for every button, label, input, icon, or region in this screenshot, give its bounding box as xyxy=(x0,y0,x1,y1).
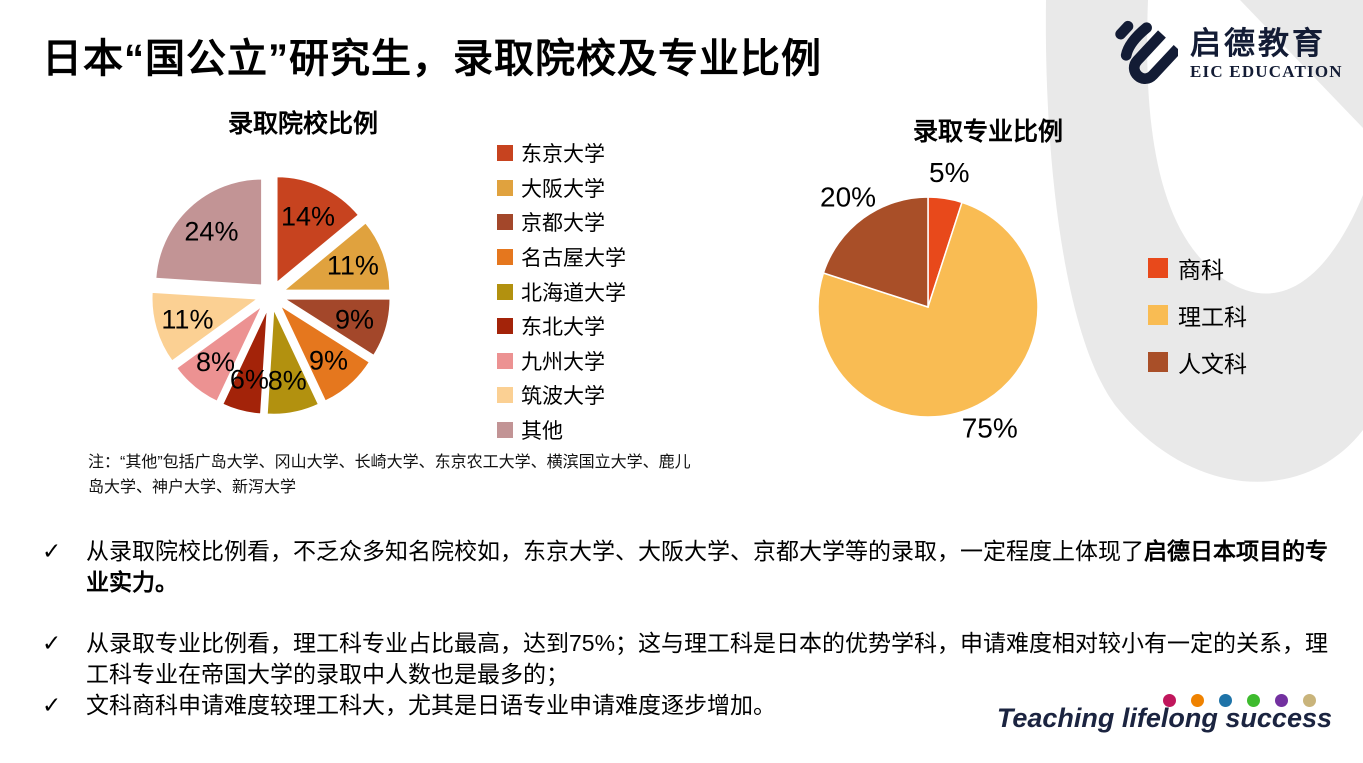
brand-dot xyxy=(1219,694,1232,707)
legend-label: 商科 xyxy=(1178,256,1224,283)
pie-slice-东北大学 xyxy=(220,307,269,416)
pie-value-label: 5% xyxy=(929,157,969,188)
brand-dot xyxy=(1275,694,1288,707)
pie-value-label: 11% xyxy=(161,304,213,334)
legend-item-人文科: 人文科 xyxy=(1148,338,1247,385)
legend-swatch xyxy=(497,214,513,231)
bullet-item: ✓ 从录取院校比例看，不乏众多知名院校如，东京大学、大阪大学、京都大学等的录取，一… xyxy=(42,536,1344,598)
bullet-text: 文科商科申请难度较理工科大，尤其是日语专业申请难度逐步增加。 xyxy=(86,692,776,718)
legend-item-东京大学: 东京大学 xyxy=(497,136,626,171)
legend-label: 京都大学 xyxy=(521,212,605,236)
legend-swatch xyxy=(1148,257,1168,278)
slide-title: 日本“国公立”研究生，录取院校及专业比例 xyxy=(42,37,822,81)
legend-item-大阪大学: 大阪大学 xyxy=(497,171,626,206)
legend-swatch xyxy=(497,387,513,404)
pie-slice-理工科 xyxy=(817,201,1039,418)
legend-label: 其他 xyxy=(521,420,563,444)
pie-value-label: 11% xyxy=(327,251,379,281)
brand-dot xyxy=(1163,694,1176,707)
eic-logo: 启德教育 EIC EDUCATION xyxy=(1106,16,1343,92)
legend-item-北海道大学: 北海道大学 xyxy=(497,274,626,309)
pie-value-label: 9% xyxy=(335,304,374,334)
legend-swatch xyxy=(497,145,513,162)
right-chart-title: 录取专业比例 xyxy=(912,118,1063,146)
pie-value-label: 6% xyxy=(230,364,269,394)
brand-dot xyxy=(1247,694,1260,707)
brand-dots xyxy=(1163,694,1316,707)
legend-swatch xyxy=(497,352,513,369)
brand-dot xyxy=(1191,694,1204,707)
legend-label: 北海道大学 xyxy=(521,281,626,305)
checkmark-icon: ✓ xyxy=(42,692,62,718)
legend-swatch xyxy=(497,422,513,439)
legend-label: 九州大学 xyxy=(521,350,605,374)
legend-item-东北大学: 东北大学 xyxy=(497,309,626,344)
pie-slice-九州大学 xyxy=(174,304,264,404)
pie-slice-京都大学 xyxy=(280,297,392,358)
admitted-schools-legend: 东京大学大阪大学京都大学名古屋大学北海道大学东北大学九州大学筑波大学其他 xyxy=(497,136,626,447)
logo-name-en: EIC EDUCATION xyxy=(1190,61,1343,81)
legend-label: 筑波大学 xyxy=(521,385,605,409)
checkmark-icon: ✓ xyxy=(42,630,62,656)
legend-swatch xyxy=(497,283,513,300)
pie-value-label: 20% xyxy=(820,181,876,212)
eic-logo-icon xyxy=(1115,20,1178,84)
legend-item-其他: 其他 xyxy=(497,413,626,448)
legend-swatch xyxy=(497,318,513,335)
legend-swatch xyxy=(1148,351,1168,372)
bullet-item: ✓ 从录取专业比例看，理工科专业占比最高，达到75%；这与理工科是日本的优势学科，… xyxy=(42,628,1344,690)
pie-slice-人文科 xyxy=(822,196,929,309)
legend-item-筑波大学: 筑波大学 xyxy=(497,378,626,413)
legend-label: 人文科 xyxy=(1178,350,1247,377)
legend-label: 东京大学 xyxy=(521,143,605,167)
legend-item-九州大学: 九州大学 xyxy=(497,344,626,379)
pie-slice-大阪大学 xyxy=(280,220,392,292)
bullet-list: ✓ 从录取院校比例看，不乏众多知名院校如，东京大学、大阪大学、京都大学等的录取，一… xyxy=(42,536,1344,721)
pie-slice-筑波大学 xyxy=(150,290,262,363)
admitted-majors-pie-chart: 5% 75% 20% xyxy=(817,157,1039,444)
legend-swatch xyxy=(1148,304,1168,325)
eic-logo-text: 启德教育 EIC EDUCATION xyxy=(1190,26,1343,82)
logo-name-cn: 启德教育 xyxy=(1190,26,1326,62)
legend-label: 东北大学 xyxy=(521,316,605,340)
left-chart-title: 录取院校比例 xyxy=(227,110,378,138)
pie-value-label: 24% xyxy=(184,217,238,247)
pie-value-label: 75% xyxy=(962,413,1018,444)
legend-label: 名古屋大学 xyxy=(521,247,626,271)
admitted-majors-legend: 商科 理工科 人文科 xyxy=(1148,244,1247,385)
legend-item-理工科: 理工科 xyxy=(1148,291,1247,338)
pie-value-label: 9% xyxy=(309,345,348,375)
pie-slice-名古屋大学 xyxy=(277,302,372,403)
footnote: 注：“其他”包括广岛大学、冈山大学、长崎大学、东京农工大学、横滨国立大学、鹿儿岛… xyxy=(88,454,691,496)
checkmark-icon: ✓ xyxy=(42,538,62,564)
bullet-text: 从录取院校比例看，不乏众多知名院校如，东京大学、大阪大学、京都大学等的录取，一定… xyxy=(86,538,1328,595)
legend-label: 大阪大学 xyxy=(521,177,605,201)
legend-swatch xyxy=(497,249,513,266)
pie-slice-北海道大学 xyxy=(265,307,321,416)
brand-slogan: Teaching lifelong success xyxy=(996,703,1332,733)
admitted-schools-pie-chart: 14%11%9%9%8%6%8%11%24% xyxy=(150,175,392,416)
brand-dot xyxy=(1303,694,1316,707)
legend-item-商科: 商科 xyxy=(1148,244,1247,291)
pie-slice-其他 xyxy=(154,177,264,287)
legend-item-名古屋大学: 名古屋大学 xyxy=(497,240,626,275)
legend-item-京都大学: 京都大学 xyxy=(497,205,626,240)
bullet-item: ✓ 文科商科申请难度较理工科大，尤其是日语专业申请难度逐步增加。 xyxy=(42,690,1344,721)
bullet-text: 从录取专业比例看，理工科专业占比最高，达到75%；这与理工科是日本的优势学科，申… xyxy=(86,630,1329,687)
pie-value-label: 8% xyxy=(196,347,235,377)
legend-label: 理工科 xyxy=(1178,303,1247,330)
pie-slice-东京大学 xyxy=(275,175,361,286)
legend-swatch xyxy=(497,179,513,196)
pie-value-label: 14% xyxy=(281,201,335,231)
pie-value-label: 8% xyxy=(268,365,307,395)
